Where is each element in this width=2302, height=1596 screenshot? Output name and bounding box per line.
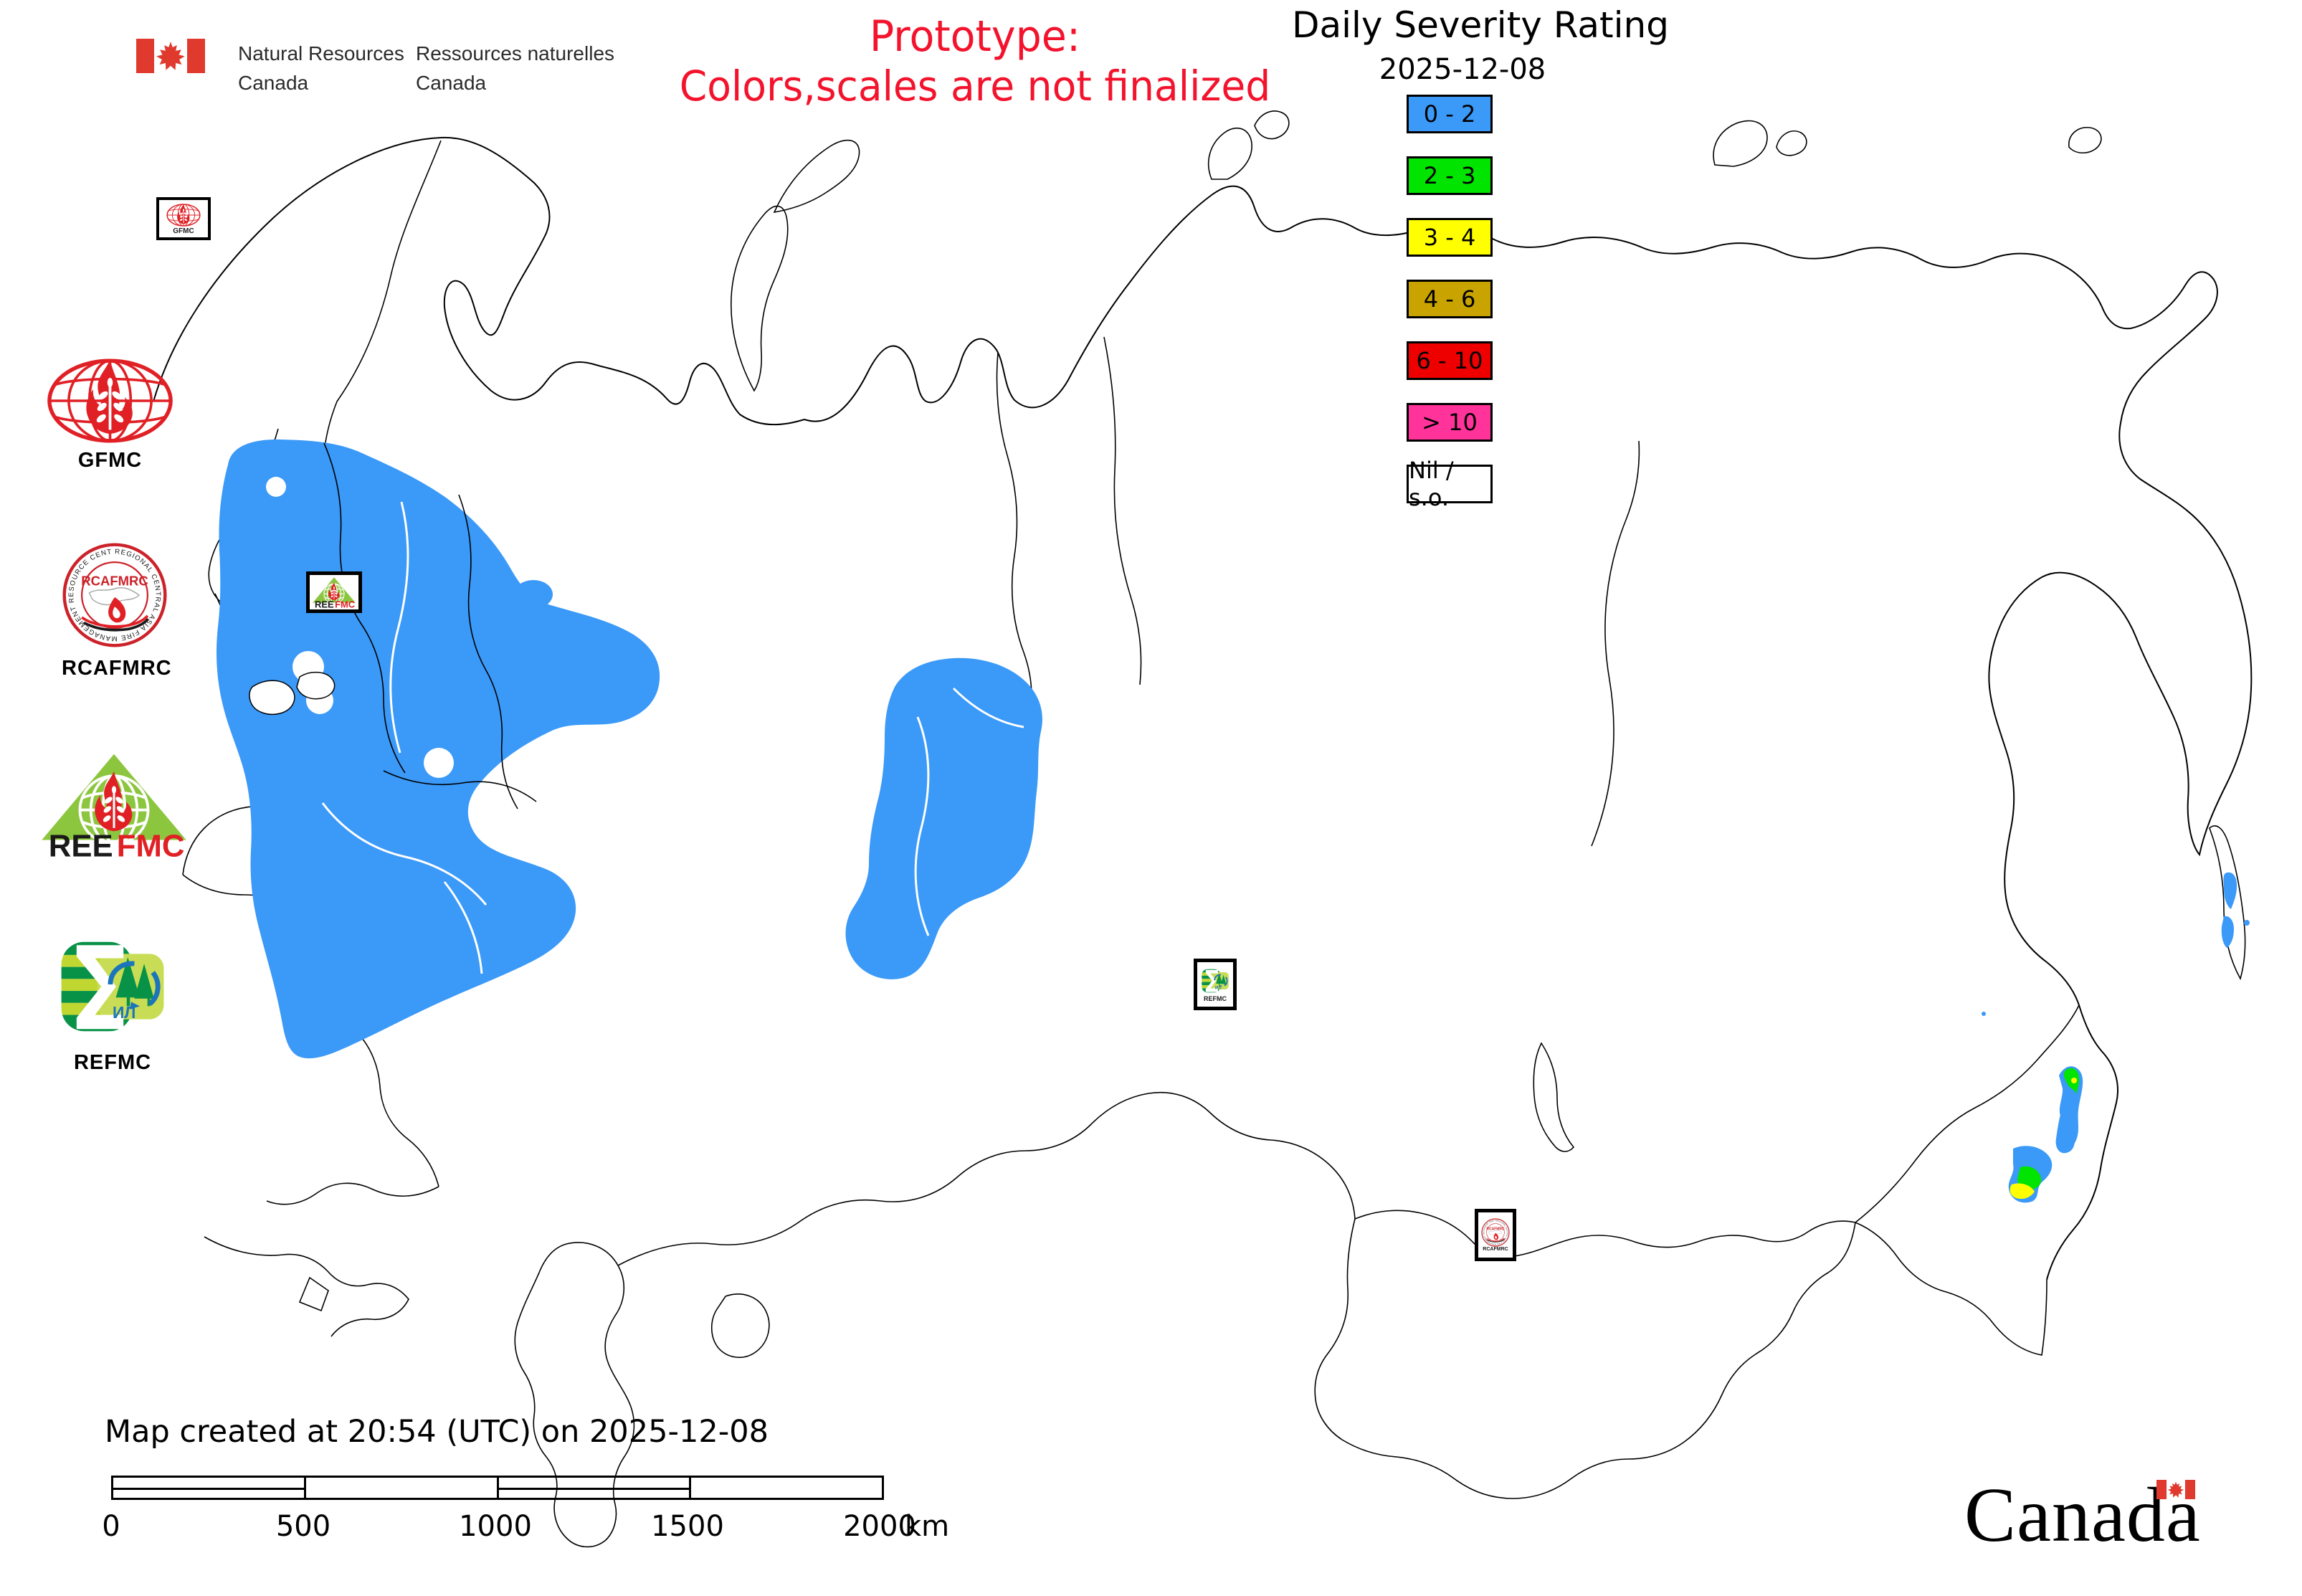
legend-item-2-3: 2 - 3 bbox=[1407, 156, 1493, 195]
scale-segment bbox=[496, 1478, 690, 1498]
severity-region-west-siberia bbox=[845, 657, 1042, 979]
logo-gfmc: GFMC bbox=[40, 356, 180, 472]
rcafmrc-marker-icon bbox=[1481, 1218, 1510, 1247]
legend-item-6-10: 6 - 10 bbox=[1407, 341, 1493, 380]
legend-label: 4 - 6 bbox=[1423, 285, 1476, 313]
map-marker-gfmc: GFMC bbox=[156, 197, 211, 240]
legend-label: 2 - 3 bbox=[1423, 162, 1476, 189]
scale-tick-2000: 2000 bbox=[843, 1510, 916, 1543]
legend-label: Nil / s.o. bbox=[1409, 457, 1454, 511]
dept-fr-line1: Ressources naturelles bbox=[416, 42, 615, 65]
scale-tick-1000: 1000 bbox=[459, 1510, 532, 1543]
scale-bar bbox=[111, 1476, 884, 1500]
legend-label: 3 - 4 bbox=[1423, 224, 1476, 251]
legend-item-3-4: 3 - 4 bbox=[1407, 218, 1493, 257]
rcafmrc-logo-icon bbox=[62, 542, 168, 648]
dept-fr-line2: Canada bbox=[416, 72, 487, 94]
legend-item-4-6: 4 - 6 bbox=[1407, 280, 1493, 318]
canada-wordmark: Canada bbox=[1964, 1471, 2201, 1560]
gfmc-label: GFMC bbox=[77, 449, 143, 472]
gfmc-marker-icon bbox=[165, 203, 202, 227]
refmc-logo-icon bbox=[56, 932, 169, 1041]
map-marker-refmc: REFMC bbox=[1194, 959, 1237, 1010]
refmc-marker-label: REFMC bbox=[1204, 995, 1227, 1002]
scale-tick-500: 500 bbox=[275, 1510, 331, 1543]
map-created-text: Map created at 20:54 (UTC) on 2025-12-08 bbox=[105, 1414, 769, 1450]
prototype-notice-line1: Prototype: bbox=[869, 11, 1081, 62]
coastlines bbox=[153, 110, 2253, 1548]
header: Natural Resources Canada Ressources natu… bbox=[0, 0, 645, 115]
scale-segment bbox=[113, 1478, 304, 1498]
gfmc-marker-label: GFMC bbox=[173, 227, 194, 235]
legend-date: 2025-12-08 bbox=[1379, 53, 1546, 86]
dept-name-fr: Ressources naturelles Canada bbox=[416, 39, 614, 98]
severity-region-far-east bbox=[1982, 1012, 2083, 1203]
reefmc-marker-icon bbox=[312, 576, 356, 609]
prototype-notice-line2: Colors,scales are not finalized bbox=[679, 62, 1271, 110]
logo-reefmc bbox=[37, 751, 191, 863]
legend-label: 6 - 10 bbox=[1416, 347, 1483, 374]
severity-region-european-russia bbox=[217, 439, 660, 1059]
legend-label: > 10 bbox=[1422, 409, 1478, 436]
severity-region-sakhalin bbox=[2221, 872, 2250, 948]
scale-tick-1500: 1500 bbox=[651, 1510, 724, 1543]
dept-en-line2: Canada bbox=[238, 72, 309, 94]
rcafmrc-marker-label: RCAFMRC bbox=[1483, 1247, 1508, 1252]
prototype-notice: Prototype: Colors,scales are not finaliz… bbox=[675, 13, 1275, 112]
map-marker-reefmc bbox=[306, 571, 362, 613]
scale-segment bbox=[689, 1478, 882, 1498]
canada-flag-icon bbox=[136, 37, 205, 75]
refmc-marker-icon bbox=[1201, 966, 1230, 995]
refmc-label: REFMC bbox=[73, 1051, 152, 1074]
reefmc-logo-icon bbox=[37, 751, 191, 860]
dept-en-line1: Natural Resources bbox=[238, 42, 404, 65]
legend-title: Daily Severity Rating bbox=[1291, 4, 1669, 46]
scale-segment bbox=[303, 1478, 497, 1498]
logo-rcafmrc: RCAFMRC bbox=[62, 542, 172, 680]
dept-name-en: Natural Resources Canada bbox=[238, 39, 404, 98]
logo-refmc: REFMC bbox=[56, 932, 169, 1075]
gfmc-logo-icon bbox=[40, 356, 180, 446]
legend-label: 0 - 2 bbox=[1423, 100, 1476, 128]
wordmark-flag-icon bbox=[2156, 1480, 2195, 1499]
legend-item-gt10: > 10 bbox=[1407, 403, 1493, 442]
map-marker-rcafmrc: RCAFMRC bbox=[1475, 1209, 1516, 1261]
scale-tick-0: 0 bbox=[102, 1510, 120, 1543]
scale-unit: km bbox=[905, 1510, 950, 1543]
legend-item-0-2: 0 - 2 bbox=[1407, 95, 1493, 133]
legend-item-nil: Nil / s.o. bbox=[1407, 457, 1493, 511]
rcafmrc-label: RCAFMRC bbox=[62, 657, 172, 680]
